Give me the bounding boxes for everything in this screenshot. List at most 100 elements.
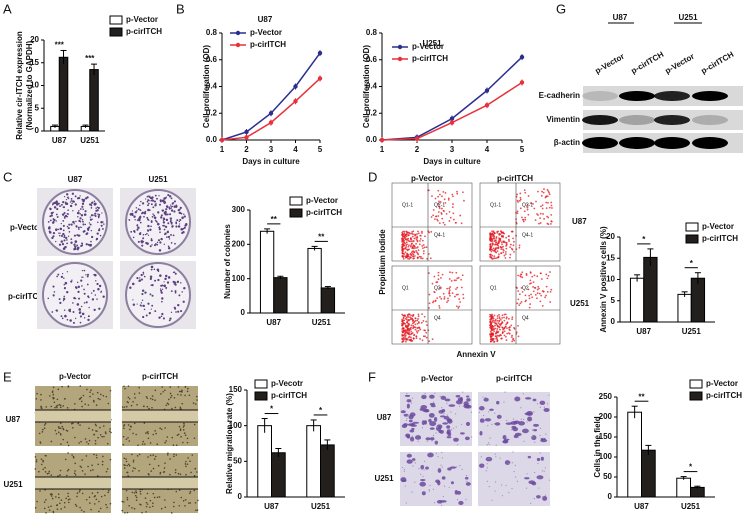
event (401, 313, 404, 316)
cell (446, 425, 451, 429)
colony (57, 228, 60, 231)
colony (91, 235, 94, 239)
colony (78, 210, 80, 212)
cell (483, 397, 489, 402)
colony (62, 201, 65, 204)
cell (84, 473, 86, 475)
event (518, 244, 521, 247)
colony (145, 198, 147, 200)
event (426, 257, 429, 260)
y-axis-label: Cells in the field (593, 416, 602, 477)
legend-label: p-Vector (412, 42, 444, 51)
colony (85, 301, 88, 304)
cell (44, 422, 47, 425)
event (500, 248, 503, 251)
cell (194, 501, 197, 504)
event (496, 232, 499, 234)
event (457, 276, 460, 279)
cell (174, 471, 177, 474)
event (511, 248, 514, 251)
cell (102, 394, 105, 397)
cell (182, 441, 184, 444)
scratch-gap (35, 477, 111, 489)
colony (147, 199, 150, 202)
event (491, 254, 494, 257)
colony (72, 220, 75, 224)
cell (62, 405, 65, 407)
y-axis-label: Number of colonies (223, 224, 232, 299)
colony (69, 319, 72, 322)
event (443, 223, 446, 226)
colony (89, 223, 92, 226)
cell (155, 432, 157, 435)
event (534, 219, 537, 222)
event (445, 213, 448, 215)
event (402, 340, 405, 342)
event (401, 237, 404, 240)
legend-swatch (685, 222, 699, 232)
quadrant-label: Q4-1 (522, 232, 533, 238)
cell (141, 443, 144, 445)
y-tick-label: 0.4 (206, 82, 218, 91)
colony (84, 223, 87, 226)
colony (161, 312, 164, 316)
cell (184, 463, 187, 465)
cell (421, 491, 426, 496)
event (510, 336, 513, 338)
event (417, 232, 420, 235)
event (423, 315, 426, 318)
event (414, 323, 417, 326)
event (497, 244, 499, 247)
colony (101, 212, 103, 214)
colony (89, 218, 93, 221)
cell (94, 503, 96, 505)
cell (531, 435, 537, 441)
cell (496, 400, 500, 405)
cell (186, 437, 189, 440)
event (405, 246, 408, 248)
event (513, 327, 516, 330)
cell (57, 493, 60, 495)
cell (58, 427, 60, 429)
event (491, 230, 493, 233)
cell (140, 504, 142, 506)
cell (441, 409, 446, 413)
cell (406, 453, 412, 458)
colony (59, 301, 62, 304)
colony (162, 317, 165, 320)
row-label: U87 (377, 413, 392, 422)
event (405, 326, 408, 328)
event (523, 189, 526, 192)
event (431, 282, 434, 285)
cell (95, 424, 97, 427)
colony (79, 221, 82, 223)
row-label: U87 (6, 415, 21, 424)
event (495, 247, 498, 249)
event (502, 251, 505, 254)
colony (142, 315, 145, 319)
y-tick-label: 0 (35, 126, 40, 135)
event (511, 230, 514, 233)
scratch-gap (122, 410, 198, 422)
cell (182, 500, 185, 502)
pore (539, 434, 541, 437)
pore (465, 499, 467, 501)
colony (71, 279, 73, 281)
event (401, 233, 404, 235)
blot-band (692, 115, 728, 125)
pore (500, 484, 503, 486)
event (526, 204, 529, 206)
cell (178, 390, 181, 393)
event (407, 257, 409, 260)
colony (143, 308, 146, 311)
cell (57, 475, 59, 477)
pore (508, 463, 510, 465)
colony (86, 275, 89, 278)
event (433, 218, 436, 221)
colony (138, 280, 140, 282)
pore (462, 391, 464, 393)
cell (69, 498, 71, 500)
cell (152, 492, 155, 495)
cell (60, 499, 63, 501)
cell (123, 457, 126, 460)
